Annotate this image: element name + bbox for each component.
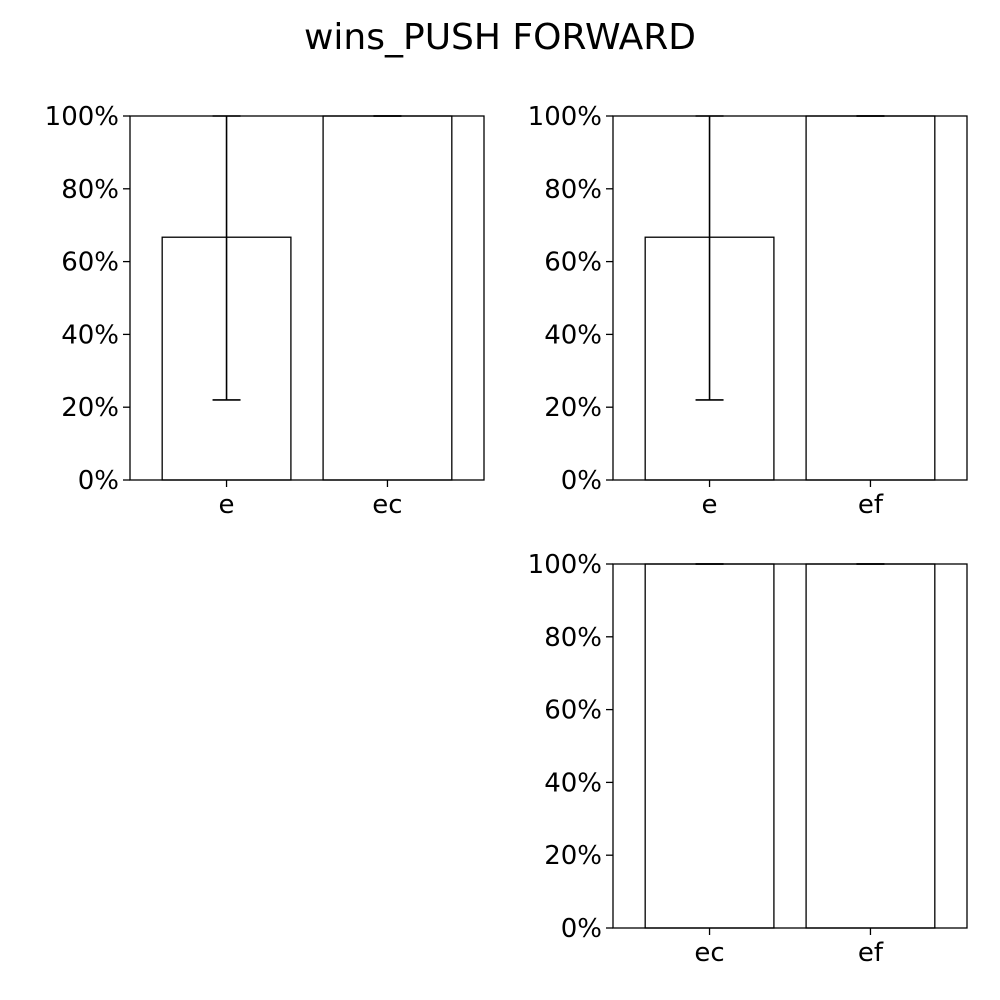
bar-ef <box>805 115 936 481</box>
figure-title: wins_PUSH FORWARD <box>304 17 696 58</box>
x-tick-label: ef <box>858 938 884 968</box>
chart-panel-top-right: 0% 20% 40% 60% 80% 100% e ef <box>528 102 968 520</box>
chart-panel-bottom-right: 0% 20% 40% 60% 80% 100% ec ef <box>528 550 968 968</box>
chart-panels: 0% 20% 40% 60% 80% 100% e ec 0% 20% 40% 60% 80% 100% e… <box>45 102 968 968</box>
y-tick-label: 60% <box>544 248 602 278</box>
y-tick-label: 40% <box>544 768 602 798</box>
x-tick-label: ec <box>372 490 402 520</box>
x-tick-label: e <box>702 490 718 520</box>
axes-frame <box>612 563 968 929</box>
y-tick-label: 20% <box>544 841 602 871</box>
axes-frame <box>129 115 485 481</box>
y-tick-label: 100% <box>45 102 119 132</box>
y-tick-label: 20% <box>544 393 602 423</box>
y-tick-label: 0% <box>561 466 602 496</box>
y-tick-label: 0% <box>78 466 119 496</box>
y-tick-label: 80% <box>61 175 119 205</box>
x-tick-label: ef <box>858 490 884 520</box>
y-tick-label: 60% <box>61 248 119 278</box>
y-tick-label: 100% <box>528 102 602 132</box>
y-tick-label: 20% <box>61 393 119 423</box>
bar-ec <box>644 563 775 929</box>
y-tick-label: 40% <box>61 320 119 350</box>
y-tick-label: 60% <box>544 696 602 726</box>
y-tick-label: 40% <box>544 320 602 350</box>
chart-panel-top-left: 0% 20% 40% 60% 80% 100% e ec <box>45 102 485 520</box>
axes-frame <box>612 115 968 481</box>
bar-ec <box>322 115 453 481</box>
y-tick-label: 80% <box>544 623 602 653</box>
y-tick-label: 0% <box>561 914 602 944</box>
x-tick-label: e <box>219 490 235 520</box>
y-tick-label: 100% <box>528 550 602 580</box>
x-tick-label: ec <box>694 938 724 968</box>
bar-ef <box>805 563 936 929</box>
y-tick-label: 80% <box>544 175 602 205</box>
